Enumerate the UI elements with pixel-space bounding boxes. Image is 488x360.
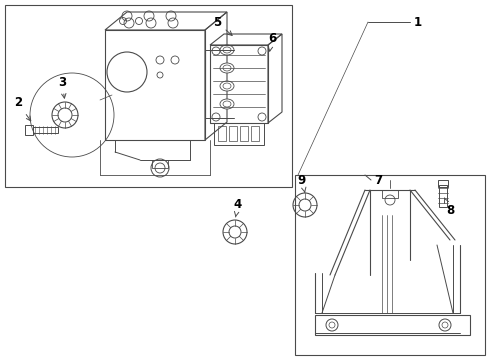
Bar (250, 126, 259, 141)
Text: 2: 2 (14, 96, 31, 121)
Bar (25, 125, 33, 135)
Text: 6: 6 (267, 31, 276, 51)
Text: 7: 7 (373, 174, 381, 186)
Text: 1: 1 (413, 15, 421, 28)
Bar (437, 180, 447, 187)
Text: 3: 3 (58, 76, 66, 98)
Bar (438, 185, 446, 207)
Bar (5, 5, 291, 187)
Ellipse shape (220, 63, 234, 73)
Bar (381, 190, 397, 198)
Bar (218, 126, 225, 141)
Bar (240, 126, 247, 141)
Bar (214, 123, 264, 145)
Bar (152, 160, 168, 168)
Ellipse shape (220, 81, 234, 91)
Bar (294, 175, 484, 355)
Bar (105, 30, 204, 140)
Text: 5: 5 (212, 15, 232, 35)
Ellipse shape (220, 45, 234, 55)
Bar (33, 127, 58, 133)
Ellipse shape (220, 99, 234, 109)
Text: 8: 8 (444, 198, 453, 216)
Text: 9: 9 (297, 174, 305, 192)
Bar (228, 126, 237, 141)
Text: 4: 4 (233, 198, 242, 217)
Bar (209, 45, 267, 123)
Bar (314, 315, 469, 335)
